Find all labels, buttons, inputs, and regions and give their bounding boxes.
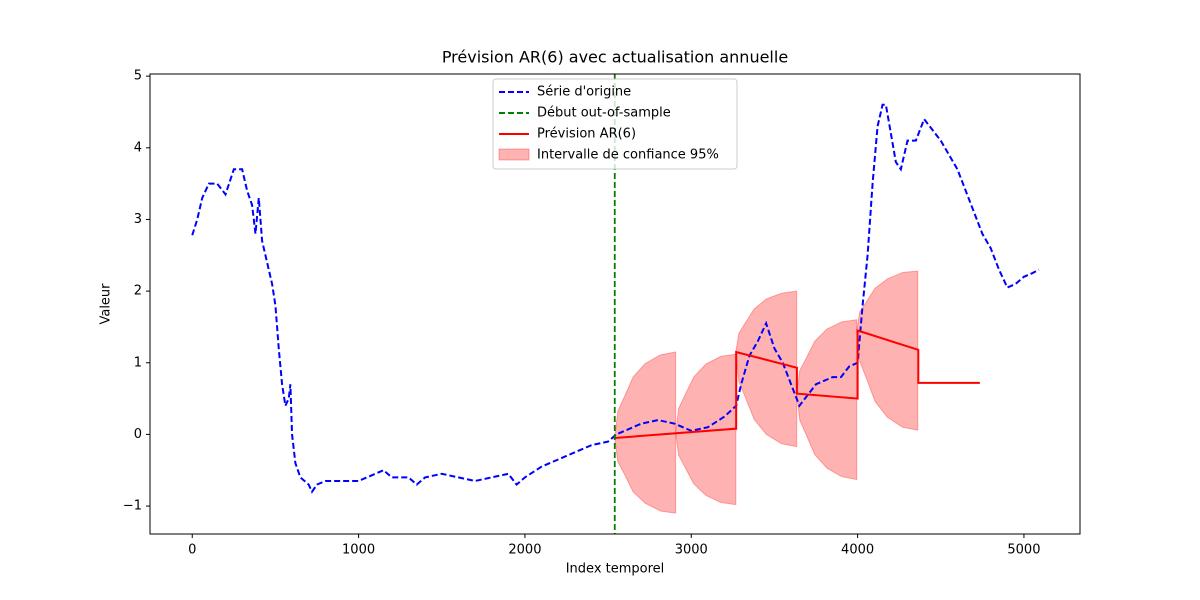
series-line (191, 103, 1040, 494)
confidence-band (796, 319, 858, 481)
y-tick-label: 0 (134, 427, 142, 442)
x-axis-label: Index temporel (566, 562, 665, 577)
axes-frame (149, 73, 1081, 535)
x-tick-label: 5000 (1007, 543, 1040, 558)
y-tick-label: 2 (134, 284, 142, 299)
legend-box (492, 78, 738, 170)
y-tick-label: 3 (134, 212, 142, 227)
legend-label: Intervalle de confiance 95% (537, 148, 719, 163)
legend-label: Série d'origine (537, 85, 631, 100)
series-group (191, 74, 1040, 534)
x-tick-label: 0 (188, 543, 196, 558)
y-tick-label: 1 (134, 355, 142, 370)
series-line (614, 329, 980, 439)
chart-title: Prévision AR(6) avec actualisation annue… (442, 48, 788, 67)
y-tick-label: 5 (134, 69, 142, 84)
x-tick-label: 1000 (342, 543, 375, 558)
y-axis-label: Valeur (99, 283, 114, 325)
y-tick-label: 4 (134, 140, 142, 155)
x-tick-label: 3000 (675, 543, 708, 558)
x-tick-label: 2000 (508, 543, 541, 558)
legend-swatch (498, 148, 530, 161)
x-tick-label: 4000 (841, 543, 874, 558)
legend-label: Début out-of-sample (537, 106, 671, 121)
legend-label: Prévision AR(6) (537, 127, 636, 142)
y-tick-label: −1 (123, 499, 142, 514)
